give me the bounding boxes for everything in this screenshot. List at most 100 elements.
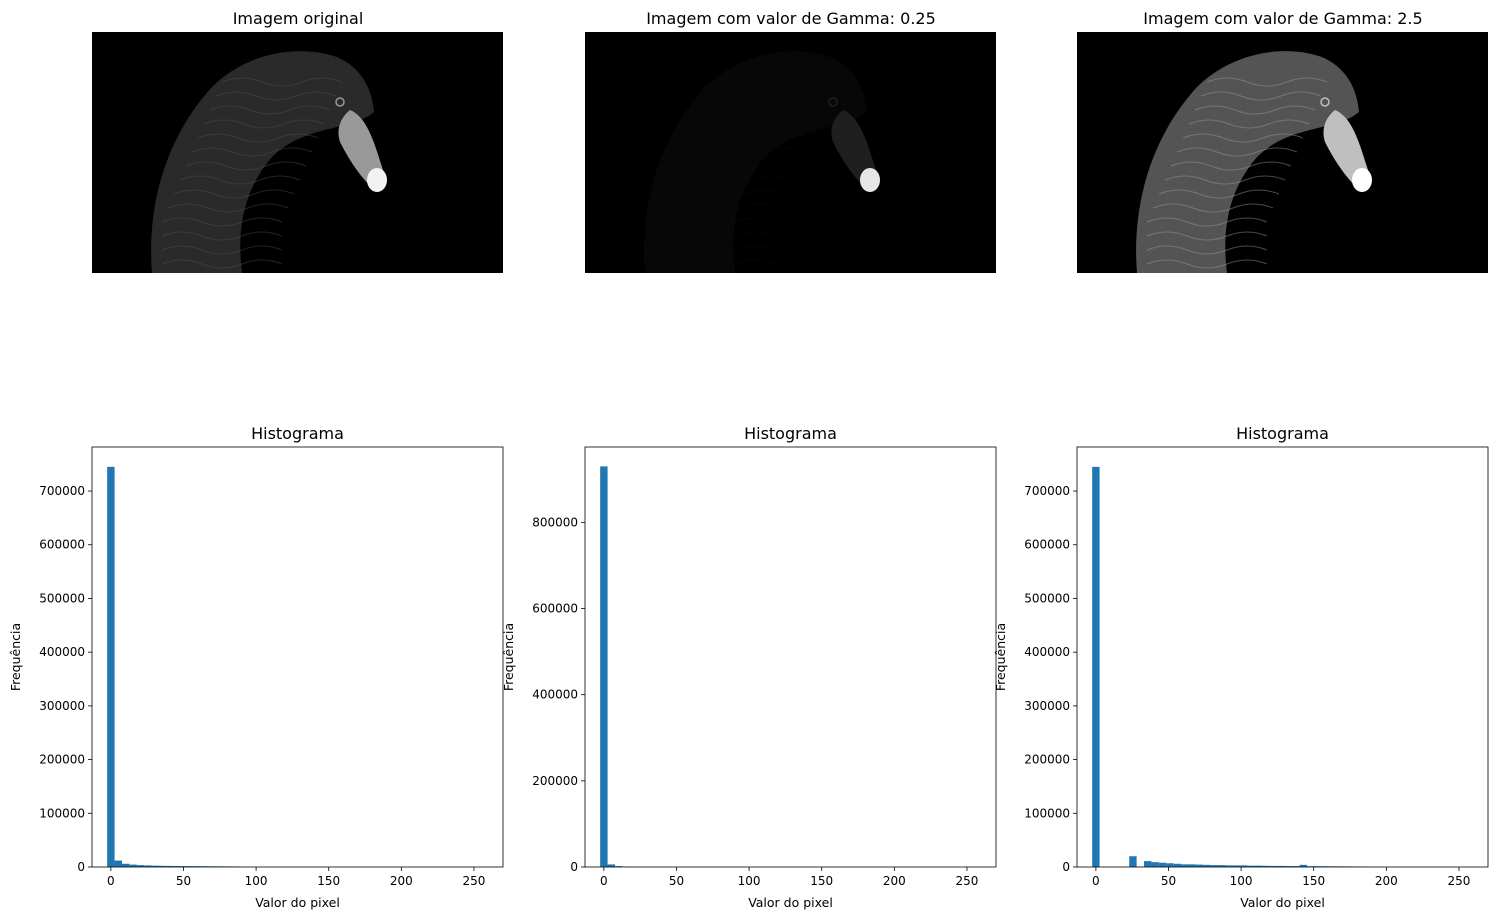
histogram-bar (1166, 863, 1174, 867)
y-tick-label: 0 (1062, 860, 1070, 874)
histogram-bar (1247, 865, 1256, 867)
histogram-bar (1144, 861, 1152, 867)
histogram-bar (144, 865, 152, 867)
swan-image-1 (644, 51, 880, 273)
histogram-panel-0: Histograma 0 50 100 150 200 250 0 100000 200000 30… (8, 424, 504, 910)
x-axis-label: Valor do pixel (255, 895, 340, 910)
x-axis-label: Valor do pixel (1240, 895, 1325, 910)
histogram-bar (607, 864, 615, 867)
axes-frame (91, 446, 504, 868)
y-axis-label: Frequência (8, 623, 23, 691)
histogram-bar (1255, 865, 1263, 867)
image-title-1: Imagem com valor de Gamma: 0.25 (646, 9, 936, 28)
y-tick-label: 100000 (39, 806, 85, 820)
feather-texture (161, 77, 343, 269)
y-tick-label: 700000 (1024, 484, 1070, 498)
swan-image-2 (1136, 51, 1372, 273)
y-tick-label: 300000 (39, 699, 85, 713)
y-tick-label: 500000 (39, 591, 85, 605)
axes-frame (1076, 446, 1489, 868)
y-tick-label: 700000 (39, 484, 85, 498)
y-axis-label: Frequência (993, 623, 1008, 691)
histogram-bar (181, 866, 189, 867)
image-panel-0: Imagem original (92, 9, 503, 273)
histogram-bar (166, 865, 174, 867)
y-tick-label: 100000 (1024, 806, 1070, 820)
histogram-bar (600, 466, 608, 867)
histogram-bar (1188, 864, 1196, 867)
swan-beak-tip (367, 168, 387, 192)
histogram-panel-1: Histograma 0 50 100 150 200 250 0 200000 400000 60… (501, 424, 997, 910)
histogram-bar (1232, 865, 1241, 867)
image-title-0: Imagem original (233, 9, 364, 28)
histogram-bar (1314, 866, 1322, 867)
histogram-bar (1210, 865, 1219, 867)
x-tick-label: 150 (1302, 874, 1325, 888)
histogram-title: Histograma (1236, 424, 1329, 443)
y-tick-label: 200000 (39, 753, 85, 767)
image-panel-2: Imagem com valor de Gamma: 2.5 (1077, 9, 1488, 273)
x-tick-label: 0 (600, 874, 608, 888)
histogram-bar (1092, 466, 1100, 867)
histogram-bar (173, 866, 182, 867)
histogram-bar (1240, 865, 1248, 867)
histogram-bar (136, 865, 145, 867)
histogram-bar (1284, 866, 1293, 867)
x-tick-label: 200 (1375, 874, 1398, 888)
histogram-bar (1151, 862, 1159, 867)
feather-texture (1146, 77, 1328, 269)
histogram-bar (107, 466, 115, 867)
image-panel-1: Imagem com valor de Gamma: 0.25 (585, 9, 996, 273)
histogram-panel-2: Histograma 0 50 100 150 200 250 0 100000 200000 30… (993, 424, 1489, 910)
histogram-bars (107, 466, 241, 867)
y-tick-label: 400000 (532, 688, 578, 702)
histogram-bar (1269, 865, 1278, 867)
x-tick-label: 150 (317, 874, 340, 888)
x-tick-label: 50 (1161, 874, 1176, 888)
x-tick-label: 250 (463, 874, 486, 888)
x-tick-label: 50 (176, 874, 191, 888)
swan-beak-tip (860, 168, 880, 192)
histogram-bars (1092, 466, 1367, 867)
histogram-bar (188, 866, 197, 867)
histogram-bar (614, 866, 623, 867)
x-tick-label: 250 (956, 874, 979, 888)
swan-image-0 (151, 51, 387, 273)
image-title-2: Imagem com valor de Gamma: 2.5 (1143, 9, 1422, 28)
x-tick-label: 100 (245, 874, 268, 888)
y-tick-label: 0 (77, 860, 85, 874)
x-tick-label: 100 (1230, 874, 1253, 888)
histogram-bar (1218, 865, 1226, 867)
y-tick-label: 0 (570, 860, 578, 874)
x-tick-label: 100 (738, 874, 761, 888)
histogram-bar (114, 860, 122, 867)
feather-texture (654, 77, 836, 269)
histogram-bar (1203, 864, 1211, 867)
swan-neck (644, 51, 867, 273)
y-tick-label: 800000 (532, 515, 578, 529)
histogram-bar (159, 865, 167, 867)
histogram-bar (196, 866, 204, 867)
histogram-bar (151, 865, 160, 867)
histogram-bar (1299, 864, 1307, 867)
y-tick-label: 200000 (1024, 753, 1070, 767)
histogram-bar (1195, 864, 1204, 867)
histogram-bar (1158, 862, 1167, 867)
histogram-bar (1173, 863, 1182, 867)
x-tick-label: 0 (1092, 874, 1100, 888)
swan-neck (151, 51, 374, 273)
y-tick-label: 600000 (1024, 538, 1070, 552)
y-tick-label: 400000 (39, 645, 85, 659)
histogram-bar (1262, 865, 1270, 867)
swan-eye (828, 97, 838, 107)
y-tick-label: 400000 (1024, 645, 1070, 659)
histogram-bar (129, 864, 137, 867)
swan-beak-tip (1352, 168, 1372, 192)
swan-eye (335, 97, 345, 107)
x-tick-label: 200 (390, 874, 413, 888)
histogram-bar (1181, 864, 1189, 867)
x-tick-label: 0 (107, 874, 115, 888)
swan-neck (1136, 51, 1359, 273)
x-axis-label: Valor do pixel (748, 895, 833, 910)
